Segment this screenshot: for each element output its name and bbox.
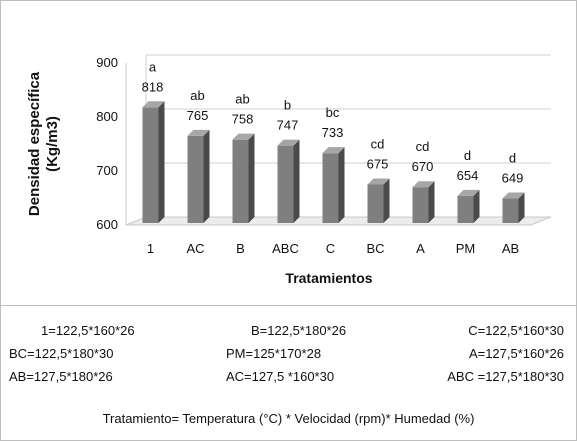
legend-row-3: AB=127,5*180*26 AC=127,5 *160*30 ABC =12… — [1, 369, 576, 391]
bar-side — [428, 181, 435, 223]
bar — [502, 198, 519, 223]
bar — [322, 153, 339, 223]
data-label: 747 — [277, 118, 299, 133]
bar-side — [158, 101, 165, 223]
x-tick-label: B — [236, 241, 245, 256]
bar-top — [322, 147, 345, 154]
footnote: Tratamiento= Temperatura (°C) * Velocida… — [102, 411, 475, 426]
data-label: 654 — [457, 168, 479, 183]
legend-item: 1=122,5*160*26 — [41, 323, 135, 338]
y-tick-label: 800 — [96, 109, 118, 124]
significance-letter: b — [284, 98, 291, 113]
bar-side — [518, 192, 525, 223]
x-axis-title: Tratamientos — [285, 270, 372, 286]
bar-top — [412, 181, 435, 188]
x-tick-label: A — [416, 241, 425, 256]
legend-row-1: 1=122,5*160*26 B=122,5*180*26 C=122,5*16… — [1, 323, 576, 345]
y-axis-title-line-1: Densidad específica — [26, 71, 43, 216]
bar — [277, 145, 294, 223]
legend-item: BC=122,5*180*30 — [9, 346, 114, 361]
significance-letter: cd — [416, 139, 430, 154]
data-label: 758 — [232, 112, 254, 127]
data-label: 649 — [502, 171, 524, 186]
data-label: 675 — [367, 157, 389, 172]
bar-side — [203, 129, 210, 223]
bar — [142, 107, 159, 223]
significance-letter: d — [464, 148, 471, 163]
x-tick-label: AB — [502, 241, 519, 256]
legend-item: B=122,5*180*26 — [251, 323, 347, 338]
x-tick-label: BC — [366, 241, 384, 256]
bar-side — [473, 189, 480, 223]
y-tick-label: 600 — [96, 217, 118, 232]
bar-top — [142, 101, 165, 108]
bar-top — [367, 178, 390, 185]
significance-letter: cd — [371, 137, 385, 152]
x-tick-label: ABC — [272, 241, 299, 256]
bar — [232, 139, 249, 223]
bar-side — [293, 139, 300, 223]
bar-chart: 600700800900818a1765abAC758abB747bABC733… — [26, 54, 552, 286]
legend-item: AB=127,5*180*26 — [9, 369, 113, 384]
y-tick-label: 700 — [96, 163, 118, 178]
bar-top — [457, 189, 480, 196]
bar-top — [277, 139, 300, 146]
legend-item: PM=125*170*28 — [226, 346, 322, 361]
legend-item: A=127,5*160*26 — [468, 346, 564, 361]
bar — [457, 195, 474, 223]
x-tick-label: 1 — [147, 241, 154, 256]
bar — [187, 135, 204, 223]
y-tick-label: 900 — [96, 55, 118, 70]
x-tick-label: PM — [456, 241, 476, 256]
bar-side — [338, 147, 345, 223]
significance-letter: d — [509, 151, 516, 166]
data-label: 733 — [322, 125, 344, 140]
legend-row-2: BC=122,5*180*30 PM=125*170*28 A=127,5*16… — [1, 346, 576, 368]
bar — [412, 187, 429, 223]
data-label: 670 — [412, 159, 434, 174]
bar-top — [232, 133, 255, 140]
bar-top — [502, 192, 525, 199]
x-tick-label: AC — [186, 241, 204, 256]
significance-letter: ab — [190, 88, 204, 103]
legend-item: ABC =127,5*180*30 — [447, 369, 564, 384]
chart-separator — [1, 305, 576, 306]
data-label: 818 — [142, 79, 164, 94]
legend-item: C=122,5*160*30 — [468, 323, 564, 338]
bar-side — [383, 178, 390, 223]
bar-side — [248, 133, 255, 223]
bar-top — [187, 129, 210, 136]
bar — [367, 184, 384, 223]
significance-letter: a — [149, 59, 157, 74]
legend-item: AC=127,5 *160*30 — [226, 369, 335, 384]
significance-letter: bc — [326, 105, 340, 120]
data-label: 765 — [187, 108, 209, 123]
x-tick-label: C — [326, 241, 335, 256]
significance-letter: ab — [235, 92, 249, 107]
y-axis-title-line-2: (Kg/m3) — [44, 116, 61, 172]
